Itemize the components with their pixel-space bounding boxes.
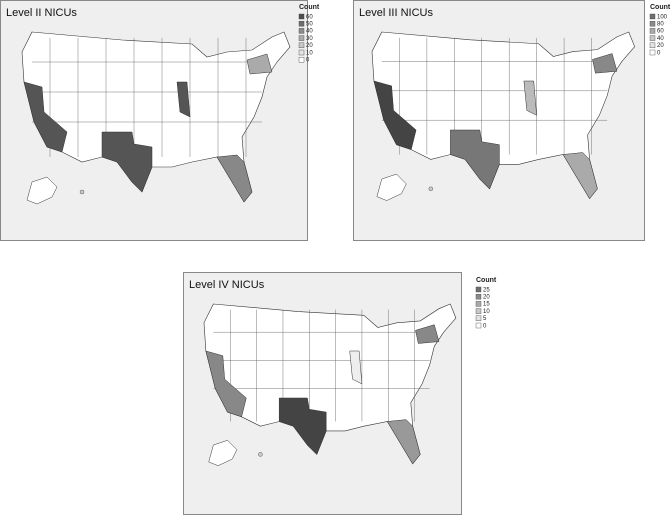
legend-label: 10 <box>306 50 313 56</box>
alaska <box>208 440 238 466</box>
state <box>216 154 253 203</box>
alaska <box>376 173 407 201</box>
legend-title: Count <box>299 4 320 11</box>
legend-swatch <box>649 28 656 34</box>
legend-label: 40 <box>306 29 313 35</box>
legend-swatch <box>649 13 656 20</box>
legend-swatch <box>298 28 305 34</box>
legend-swatch <box>475 301 482 307</box>
legend-label: 60 <box>657 29 664 35</box>
legend-swatch <box>649 49 656 56</box>
state <box>176 81 191 118</box>
state <box>205 350 247 418</box>
legend-title: Count <box>650 4 671 11</box>
legend-swatch <box>649 35 656 41</box>
legend-swatch <box>475 322 482 329</box>
legend-label: 60 <box>306 14 313 20</box>
legend-swatch <box>649 21 656 27</box>
state <box>373 80 417 150</box>
hawaii <box>79 189 85 195</box>
legend-title: Count <box>476 277 497 284</box>
state <box>246 53 273 75</box>
alaska <box>26 176 58 205</box>
legend-label: 0 <box>483 323 487 329</box>
legend-label: 15 <box>483 302 490 308</box>
legend-label: 20 <box>657 43 664 49</box>
hawaii <box>258 452 263 457</box>
legend-label: 5 <box>483 316 487 322</box>
legend-label: 0 <box>306 57 310 63</box>
legend-swatch <box>298 35 305 41</box>
panel-title: Level IV NICUs <box>189 279 265 291</box>
legend-label: 25 <box>483 287 490 293</box>
legend-label: 20 <box>306 43 313 49</box>
state <box>278 397 327 455</box>
legend-label: 0 <box>657 50 661 56</box>
legend-label: 40 <box>657 36 664 42</box>
panel-title: Level III NICUs <box>359 7 433 19</box>
hawaii <box>428 186 433 192</box>
state <box>562 152 598 200</box>
panel-title: Level II NICUs <box>6 7 77 19</box>
legend-swatch <box>649 42 656 48</box>
state <box>349 350 363 385</box>
state <box>23 81 68 153</box>
legend-label: 100 <box>657 14 668 20</box>
legend-swatch <box>475 308 482 314</box>
legend-swatch <box>475 286 482 293</box>
legend-swatch <box>298 21 305 27</box>
legend-label: 50 <box>306 21 313 27</box>
state <box>592 53 618 74</box>
state <box>450 129 500 190</box>
legend-swatch <box>298 57 305 63</box>
state <box>523 80 537 116</box>
legend-swatch <box>298 13 305 20</box>
legend-swatch <box>475 294 482 300</box>
legend-label: 30 <box>306 36 313 42</box>
state <box>101 131 153 193</box>
legend-label: 10 <box>483 309 490 315</box>
state <box>415 324 440 344</box>
legend-swatch <box>298 42 305 48</box>
legend-label: 20 <box>483 294 490 300</box>
legend-swatch <box>298 49 305 56</box>
state <box>386 419 421 465</box>
legend-swatch <box>475 315 482 321</box>
legend-label: 80 <box>657 21 664 27</box>
